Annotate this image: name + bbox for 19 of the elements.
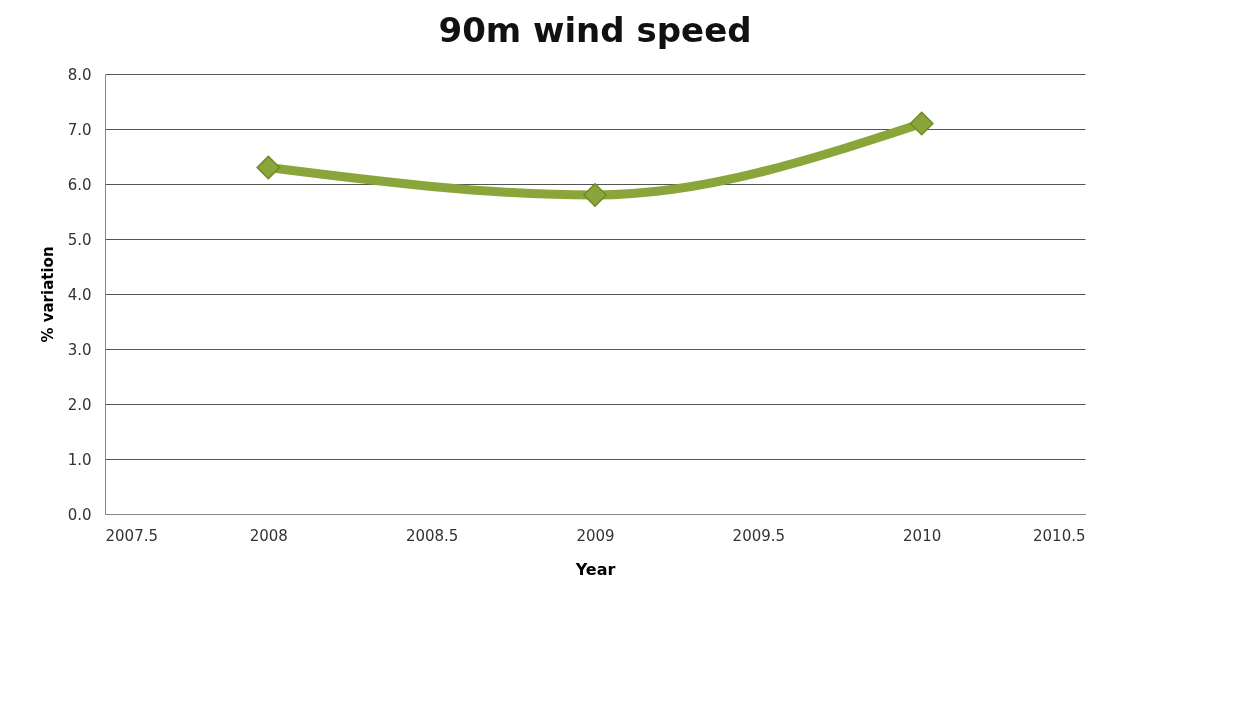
y-tick-label: 5.0	[67, 230, 92, 249]
y-tick-label: 7.0	[67, 120, 92, 139]
x-tick-label: 2010.5	[1033, 526, 1086, 545]
x-tick-label: 2007.5	[105, 526, 158, 545]
x-tick-label: 2010	[903, 526, 942, 545]
x-axis-title: Year	[574, 559, 616, 579]
y-tick-label: 2.0	[67, 395, 92, 414]
y-tick-label: 0.0	[67, 505, 92, 524]
y-tick-label: 1.0	[67, 450, 92, 469]
x-tick-label: 2009	[576, 526, 615, 545]
y-tick-label: 8.0	[67, 65, 92, 84]
y-axis-title: % variation	[38, 246, 57, 343]
y-tick-label: 6.0	[67, 175, 92, 194]
x-tick-label: 2008.5	[405, 526, 459, 545]
chart-title: 90m wind speed	[438, 10, 752, 50]
y-tick-label: 3.0	[67, 340, 92, 359]
y-tick-label: 4.0	[67, 285, 92, 304]
x-tick-label: 2009.5	[732, 526, 786, 545]
x-tick-label: 2008	[249, 526, 288, 545]
